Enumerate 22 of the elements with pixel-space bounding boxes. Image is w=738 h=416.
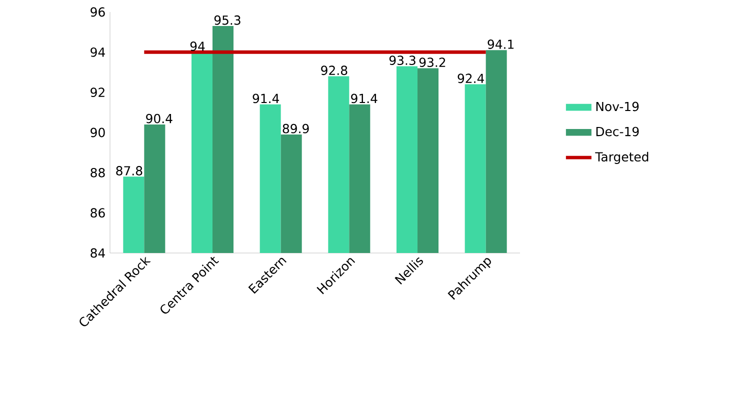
data-label: 92.4	[458, 74, 484, 84]
data-label: 89.9	[282, 124, 309, 134]
data-label: 94	[190, 42, 205, 51]
data-label: 93.2	[419, 58, 446, 68]
y-tick-label: 94	[90, 47, 105, 57]
legend-label: Nov-19	[596, 102, 639, 112]
y-tick-label: 88	[90, 168, 105, 178]
y-tick-label: 86	[90, 208, 105, 218]
data-label: 95.3	[214, 15, 240, 25]
legend-label: Targeted	[595, 152, 648, 164]
data-label: 87.8	[116, 166, 142, 176]
data-label: 93.3	[389, 56, 416, 66]
y-tick-label: 84	[90, 248, 105, 258]
data-label: 91.4	[252, 94, 280, 104]
data-label: 94.1	[488, 40, 514, 49]
data-label: 91.4	[351, 94, 378, 104]
y-tick-label: 96	[90, 7, 105, 17]
y-tick-label: 90	[90, 128, 105, 138]
y-tick-label: 92	[90, 88, 104, 98]
legend-label: Dec-19	[596, 126, 639, 136]
data-label: 92.8	[321, 66, 348, 76]
data-label: 90.4	[146, 114, 172, 124]
